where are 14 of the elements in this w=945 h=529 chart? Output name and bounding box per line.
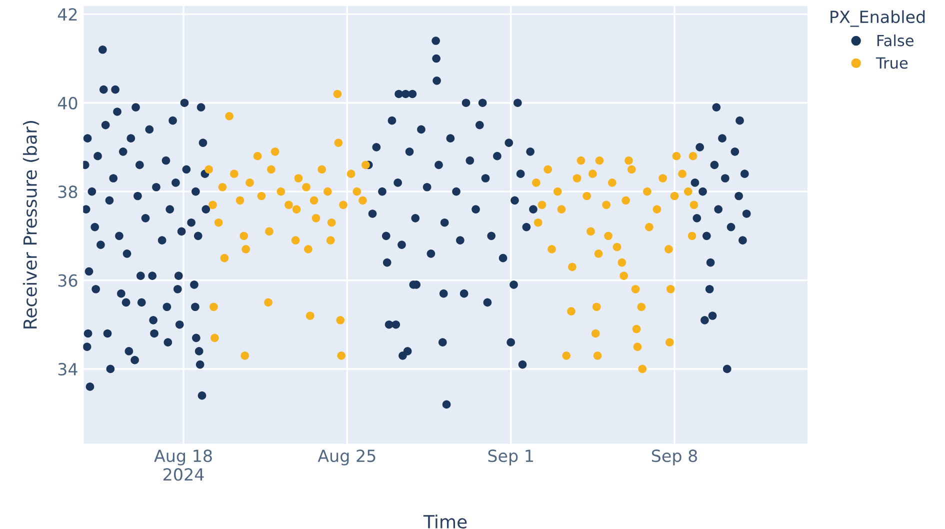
y-tick-label: 38	[58, 186, 78, 198]
x-tick-label: Aug 18 2024	[154, 450, 212, 481]
legend-label: False	[877, 34, 914, 46]
x-axis-title: Time	[423, 514, 467, 529]
x-tick-label: Aug 25	[318, 450, 376, 466]
x-tick-label: Sep 8	[652, 450, 698, 466]
y-tick-label: 40	[58, 96, 78, 110]
legend-title: PX_Enabled	[830, 10, 925, 27]
y-tick-label: 36	[58, 274, 78, 287]
y-axis-title: Receiver Pressure (bar)	[22, 121, 40, 328]
legend-label: True	[876, 57, 908, 69]
x-tick-label: Sep 1	[488, 450, 533, 466]
y-tick-label: 34	[58, 362, 78, 376]
y-tick-label: 42	[58, 8, 77, 20]
